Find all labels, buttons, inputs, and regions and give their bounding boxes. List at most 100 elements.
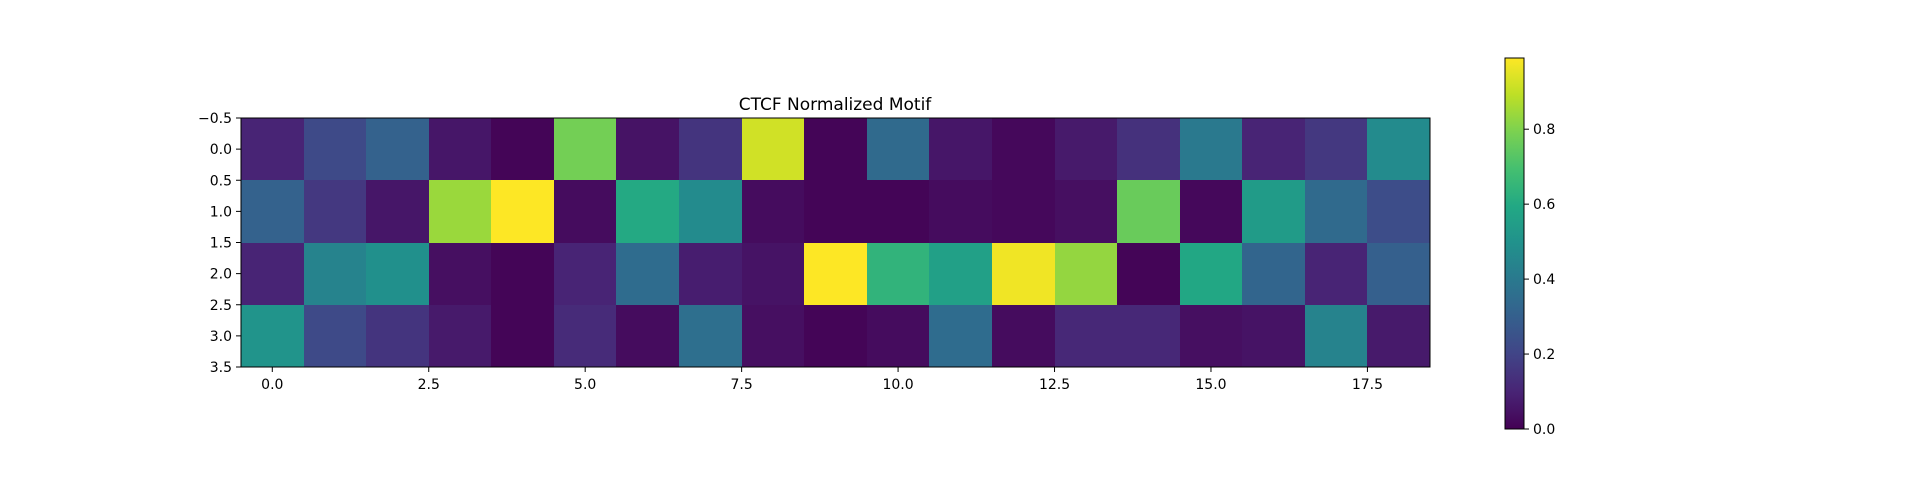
heatmap-cell: [366, 243, 429, 305]
colorbar-tick-label: 0.4: [1533, 272, 1555, 288]
heatmap-cell: [804, 243, 867, 305]
y-tick-label: 3.5: [210, 360, 232, 376]
heatmap-cell: [679, 180, 742, 243]
heatmap-cell: [1180, 305, 1242, 367]
x-tick-label: 5.0: [574, 377, 596, 393]
heatmap-cell: [679, 118, 742, 180]
heatmap-cell: [304, 118, 366, 180]
x-tick-label: 2.5: [418, 377, 440, 393]
x-tick-label: 10.0: [882, 377, 913, 393]
heatmap-cell: [992, 305, 1055, 367]
y-axis: −0.5 0.0 0.5 1.0 1.5 2.0 2.5 3.0 3.5: [198, 111, 241, 376]
heatmap-cell: [304, 305, 366, 367]
heatmap-cell: [1305, 118, 1367, 180]
heatmap-cell: [616, 118, 679, 180]
heatmap-cell: [992, 118, 1055, 180]
heatmap-cell: [679, 243, 742, 305]
heatmap-cell: [1180, 118, 1242, 180]
heatmap-cell: [1117, 243, 1180, 305]
heatmap-cell: [491, 243, 554, 305]
heatmap-cell: [366, 305, 429, 367]
heatmap-cell: [867, 305, 929, 367]
heatmap-cell: [929, 180, 992, 243]
heatmap-cell: [804, 118, 867, 180]
heatmap-cell: [742, 243, 804, 305]
y-tick-label: 2.0: [210, 267, 232, 283]
heatmap-cell: [429, 180, 491, 243]
y-tick-label: 1.0: [210, 204, 232, 220]
heatmap-cell: [1180, 243, 1242, 305]
heatmap-cell: [929, 243, 992, 305]
colorbar-tick-label: 0.2: [1533, 347, 1555, 363]
heatmap-cell: [491, 118, 554, 180]
heatmap-cell: [1305, 180, 1367, 243]
colorbar-tick-label: 0.0: [1533, 422, 1555, 438]
heatmap-cell: [616, 305, 679, 367]
heatmap-cells: [241, 118, 1430, 367]
y-tick-label: 1.5: [210, 236, 232, 252]
heatmap-cell: [1367, 180, 1430, 243]
heatmap-cell: [742, 118, 804, 180]
heatmap-cell: [554, 118, 616, 180]
heatmap-cell: [554, 305, 616, 367]
heatmap-cell: [554, 180, 616, 243]
heatmap-cell: [366, 180, 429, 243]
chart-title: CTCF Normalized Motif: [739, 95, 933, 115]
heatmap-cell: [241, 118, 304, 180]
heatmap-cell: [1367, 305, 1430, 367]
heatmap-cell: [992, 180, 1055, 243]
heatmap-cell: [1242, 180, 1305, 243]
heatmap-cell: [241, 305, 304, 367]
heatmap-cell: [867, 180, 929, 243]
heatmap-cell: [241, 180, 304, 243]
heatmap-cell: [1242, 118, 1305, 180]
y-tick-label: −0.5: [198, 111, 232, 127]
heatmap-cell: [1305, 243, 1367, 305]
heatmap-cell: [1180, 180, 1242, 243]
heatmap-cell: [929, 305, 992, 367]
heatmap-cell: [929, 118, 992, 180]
heatmap-cell: [1117, 118, 1180, 180]
x-axis: 0.0 2.5 5.0 7.5 10.0 12.5 15.0 17.5: [261, 367, 1383, 393]
heatmap-cell: [616, 243, 679, 305]
heatmap-cell: [304, 180, 366, 243]
heatmap-cell: [1117, 305, 1180, 367]
heatmap-cell: [616, 180, 679, 243]
heatmap-cell: [241, 243, 304, 305]
heatmap-cell: [1305, 305, 1367, 367]
x-tick-label: 12.5: [1039, 377, 1070, 393]
heatmap-cell: [742, 305, 804, 367]
heatmap-cell: [429, 243, 491, 305]
heatmap-cell: [867, 243, 929, 305]
heatmap-cell: [429, 305, 491, 367]
heatmap-cell: [554, 243, 616, 305]
heatmap-cell: [366, 118, 429, 180]
colorbar: 0.0 0.2 0.4 0.6 0.8: [1504, 57, 1555, 438]
heatmap-cell: [992, 243, 1055, 305]
y-tick-label: 2.5: [210, 298, 232, 314]
heatmap-cell: [1055, 243, 1117, 305]
heatmap-cell: [1055, 118, 1117, 180]
y-tick-label: 0.0: [210, 142, 232, 158]
heatmap-cell: [742, 180, 804, 243]
x-tick-label: 0.0: [261, 377, 283, 393]
heatmap-cell: [1055, 305, 1117, 367]
heatmap-cell: [429, 118, 491, 180]
heatmap-cell: [1242, 243, 1305, 305]
x-tick-label: 17.5: [1352, 377, 1383, 393]
heatmap-cell: [491, 305, 554, 367]
heatmap-cell: [1367, 118, 1430, 180]
colorbar-tick-label: 0.6: [1533, 197, 1555, 213]
heatmap-cell: [804, 305, 867, 367]
x-tick-label: 15.0: [1195, 377, 1226, 393]
heatmap-cell: [304, 243, 366, 305]
heatmap-cell: [804, 180, 867, 243]
heatmap-cell: [679, 305, 742, 367]
heatmap-cell: [1055, 180, 1117, 243]
heatmap-cell: [1367, 243, 1430, 305]
heatmap-cell: [1242, 305, 1305, 367]
x-tick-label: 7.5: [730, 377, 752, 393]
heatmap-cell: [867, 118, 929, 180]
colorbar-gradient: [1504, 57, 1525, 430]
